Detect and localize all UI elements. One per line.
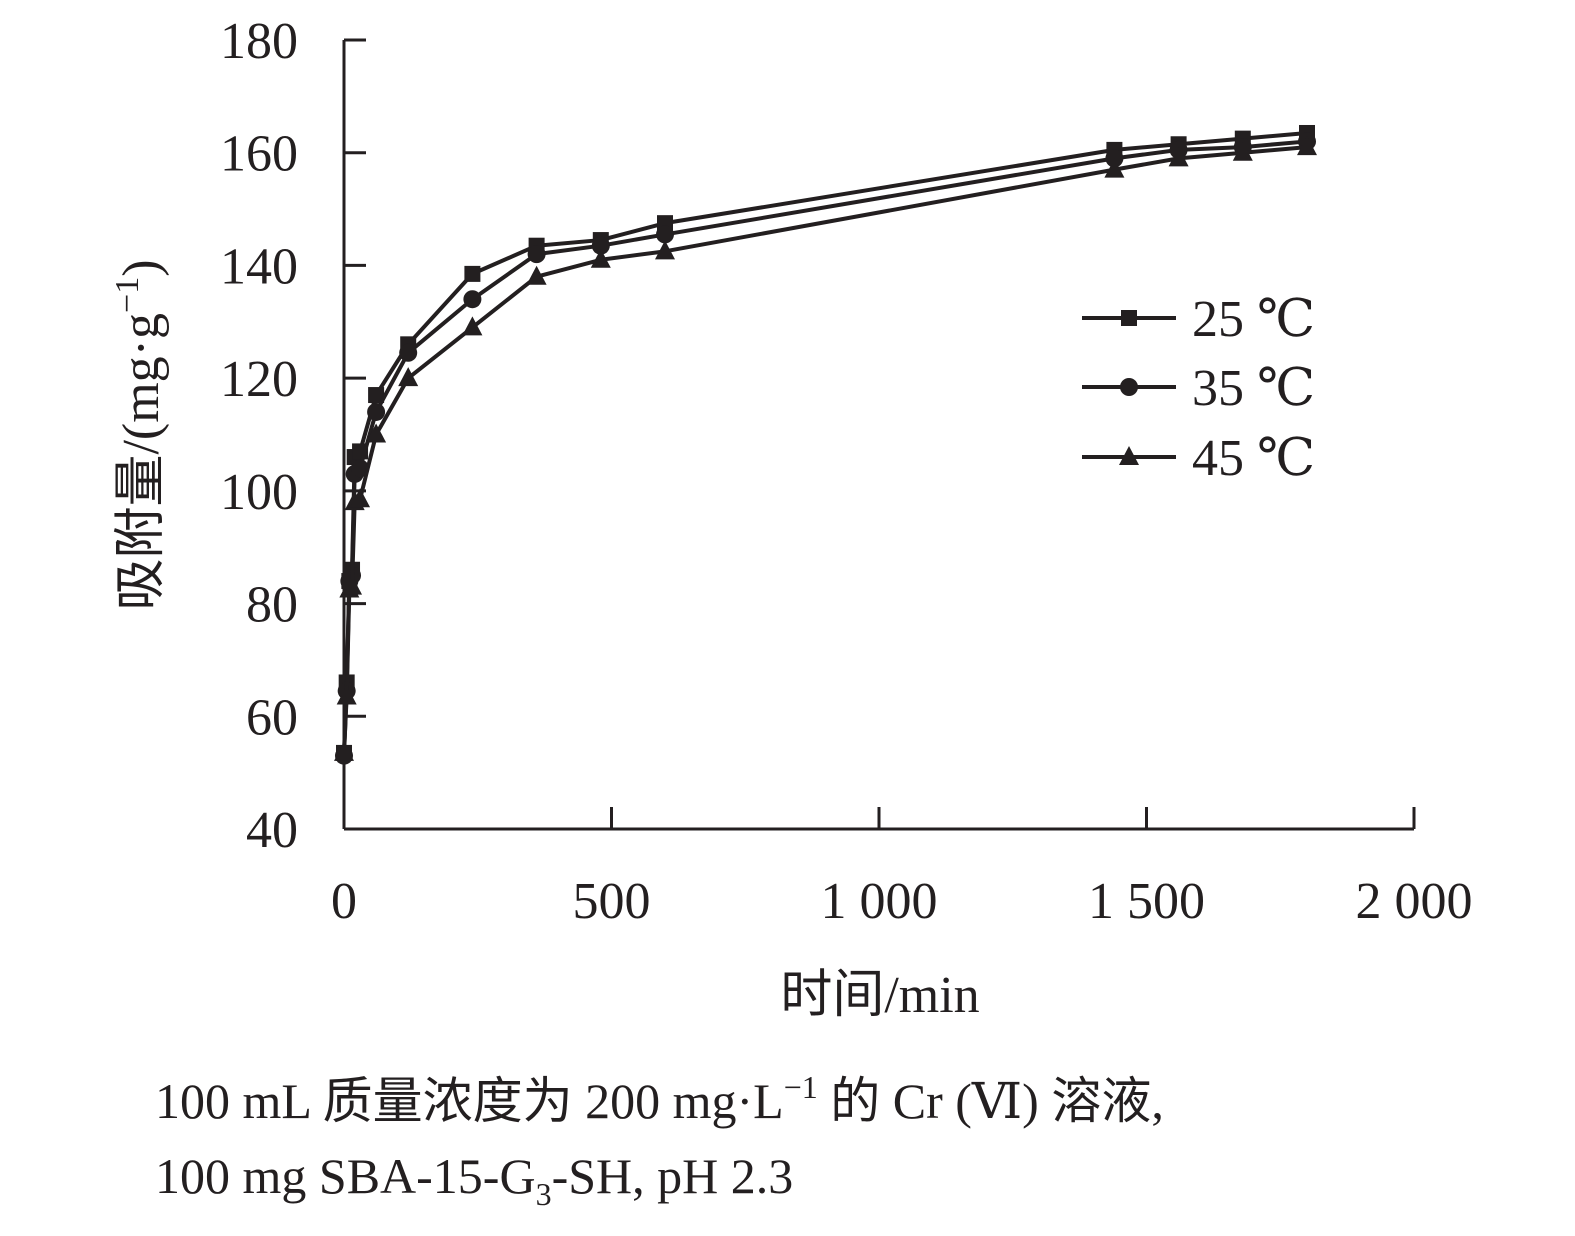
series-3-point [1232,141,1253,161]
legend-marker [1121,310,1137,326]
x-tick-label: 1 500 [1088,873,1205,930]
caption-line-1: 100 mL 质量浓度为 200 mg·L−1 的 Cr (Ⅵ) 溶液, [155,1069,1164,1129]
series-2-point [527,245,546,264]
series-2-point [399,343,418,362]
series-3-point [1297,136,1317,156]
series-3-point [342,575,363,595]
series-3-point [350,488,371,508]
y-tick-label: 60 [246,689,298,746]
series-1-point [368,387,385,404]
series-3-point [1104,158,1125,178]
caption-line-2: 100 mg SBA-15-G3-SH, pH 2.3 [155,1148,793,1212]
legend-label: 35 ℃ [1192,360,1315,417]
series-2-line [342,139,1308,756]
series-3-point [655,240,675,260]
x-tick-label: 2 000 [1356,873,1473,930]
y-tick-label: 40 [246,802,298,859]
y-axis-title: 吸附量/(mg·g−1) [109,259,170,610]
series-3-point [590,248,611,268]
legend-label: 45 ℃ [1192,430,1315,487]
series-2 [335,132,1316,765]
series-3-point [366,423,387,443]
series-3-line [342,145,1308,754]
series-2-point [1105,149,1124,168]
x-tick-label: 1 000 [821,873,938,930]
y-tick-label: 120 [220,351,298,408]
y-tick-label: 80 [246,577,298,634]
y-tick-label: 180 [220,13,298,70]
series-2-point [463,290,482,309]
y-tick-label: 100 [220,464,298,521]
x-ticks: 0 500 1 000 1 500 2 000 [331,807,1473,930]
series-2-point [367,402,386,421]
series-1-line [342,130,1308,753]
series-3-point [398,367,419,387]
legend: 25 ℃ 35 ℃ 45 ℃ [1082,291,1315,487]
series-2-point [591,236,610,255]
series-layer [334,124,1317,765]
y-tick-label: 160 [220,126,298,183]
series-3-point [1168,147,1189,167]
series-3 [334,136,1317,761]
legend-label: 25 ℃ [1192,291,1315,348]
y-ticks: 40 60 80 100 120 140 160 180 [220,13,366,859]
x-tick-label: 500 [573,873,651,930]
series-2-point [656,225,674,244]
x-tick-label: 0 [331,873,357,930]
series-3-point [462,316,483,336]
series-2-point [351,459,370,478]
series-1-point [464,265,481,282]
series-3-point [334,741,354,761]
legend-marker [1120,378,1138,396]
legend-marker [1119,446,1139,465]
series-3-point [336,685,357,705]
x-axis-title: 时间/min [780,967,979,1024]
y-tick-label: 140 [220,238,298,295]
series-3-point [526,265,547,285]
